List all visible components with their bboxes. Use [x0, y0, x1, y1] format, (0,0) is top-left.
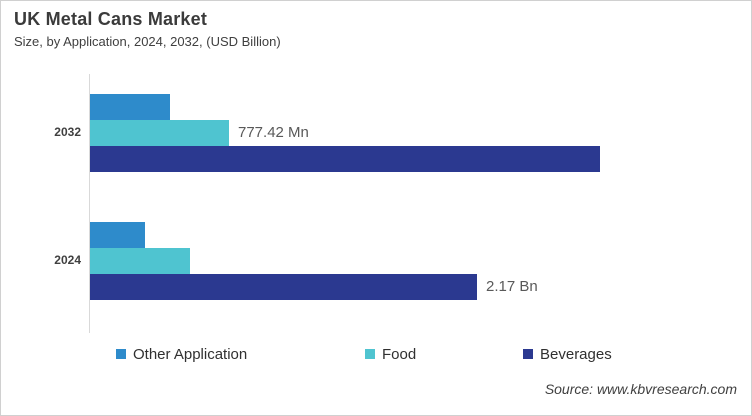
plot-area: 777.42 Mn 2.17 Bn: [89, 74, 701, 333]
chart-title: UK Metal Cans Market: [14, 9, 208, 29]
bar-2032-other-application: [90, 94, 170, 120]
legend-item-food: Food: [365, 345, 417, 363]
legend-label-food: Food: [382, 345, 417, 363]
chart-subtitle: Size, by Application, 2024, 2032, (USD B…: [14, 34, 281, 49]
data-label-2032-food: 777.42 Mn: [238, 124, 309, 141]
legend-swatch-food: [365, 349, 375, 359]
legend-swatch-beverages: [523, 349, 533, 359]
category-label-2024: 2024: [54, 253, 81, 267]
bar-2024-beverages: 2.17 Bn: [90, 274, 538, 300]
bar-2032-food: 777.42 Mn: [90, 120, 309, 146]
source-credit: Source: www.kbvresearch.com: [544, 381, 737, 397]
legend-item-beverages: Beverages: [523, 345, 612, 363]
bar-2024-other-application: [90, 222, 145, 248]
category-label-2032: 2032: [54, 125, 81, 139]
data-label-2024-beverages: 2.17 Bn: [486, 278, 538, 295]
bar-2024-food: [90, 248, 190, 274]
legend-item-other-application: Other Application: [116, 345, 248, 363]
legend-label-other-application: Other Application: [133, 345, 248, 363]
bar-2032-beverages: [90, 146, 600, 172]
legend-swatch-other-application: [116, 349, 126, 359]
legend-label-beverages: Beverages: [540, 345, 612, 363]
